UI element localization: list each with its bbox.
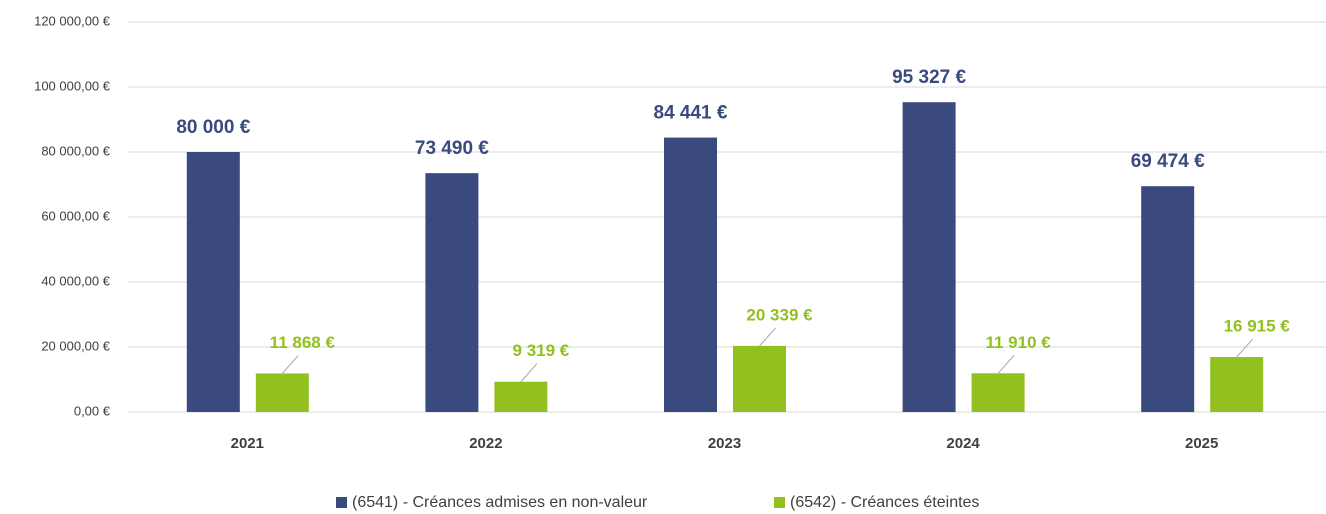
y-tick-label: 80 000,00 € (41, 143, 110, 158)
bar (1141, 186, 1195, 412)
leader-line (520, 363, 538, 383)
x-tick-label: 2023 (708, 435, 741, 452)
leader-line (759, 327, 776, 347)
x-tick-label: 2022 (469, 435, 502, 452)
x-tick-label: 2024 (946, 435, 980, 452)
data-label: 16 915 € (1224, 317, 1291, 336)
y-tick-label: 40 000,00 € (41, 273, 110, 288)
data-label: 80 000 € (176, 117, 250, 138)
data-label: 73 490 € (415, 138, 489, 159)
leader-line (281, 355, 299, 374)
y-tick-label: 100 000,00 € (34, 78, 111, 93)
bar (733, 345, 786, 412)
bar (664, 137, 717, 412)
legend-label: (6542) - Créances éteintes (790, 494, 979, 511)
y-tick-label: 20 000,00 € (41, 338, 110, 353)
leader-line (1236, 338, 1254, 358)
data-label: 95 327 € (892, 67, 966, 88)
x-tick-label: 2025 (1185, 435, 1218, 452)
bar (255, 373, 309, 412)
legend-swatch (774, 497, 785, 508)
data-label: 20 339 € (746, 305, 813, 324)
data-label: 84 441 € (654, 103, 728, 124)
leader-line (997, 354, 1015, 374)
legend-swatch (336, 497, 347, 508)
bar (186, 152, 240, 412)
bar (971, 373, 1025, 412)
y-tick-label: 0,00 € (74, 403, 111, 418)
legend-label: (6541) - Créances admises en non-valeur (352, 494, 648, 511)
data-label: 11 910 € (985, 333, 1051, 352)
bar (902, 102, 956, 412)
y-tick-label: 120 000,00 € (34, 13, 111, 28)
bar (425, 173, 479, 412)
bar (494, 381, 548, 412)
bar (1210, 357, 1264, 412)
x-tick-label: 2021 (231, 435, 264, 452)
data-label: 69 474 € (1131, 151, 1205, 172)
data-label: 9 319 € (513, 341, 570, 360)
y-tick-label: 60 000,00 € (41, 208, 110, 223)
data-label: 11 868 € (270, 333, 336, 352)
